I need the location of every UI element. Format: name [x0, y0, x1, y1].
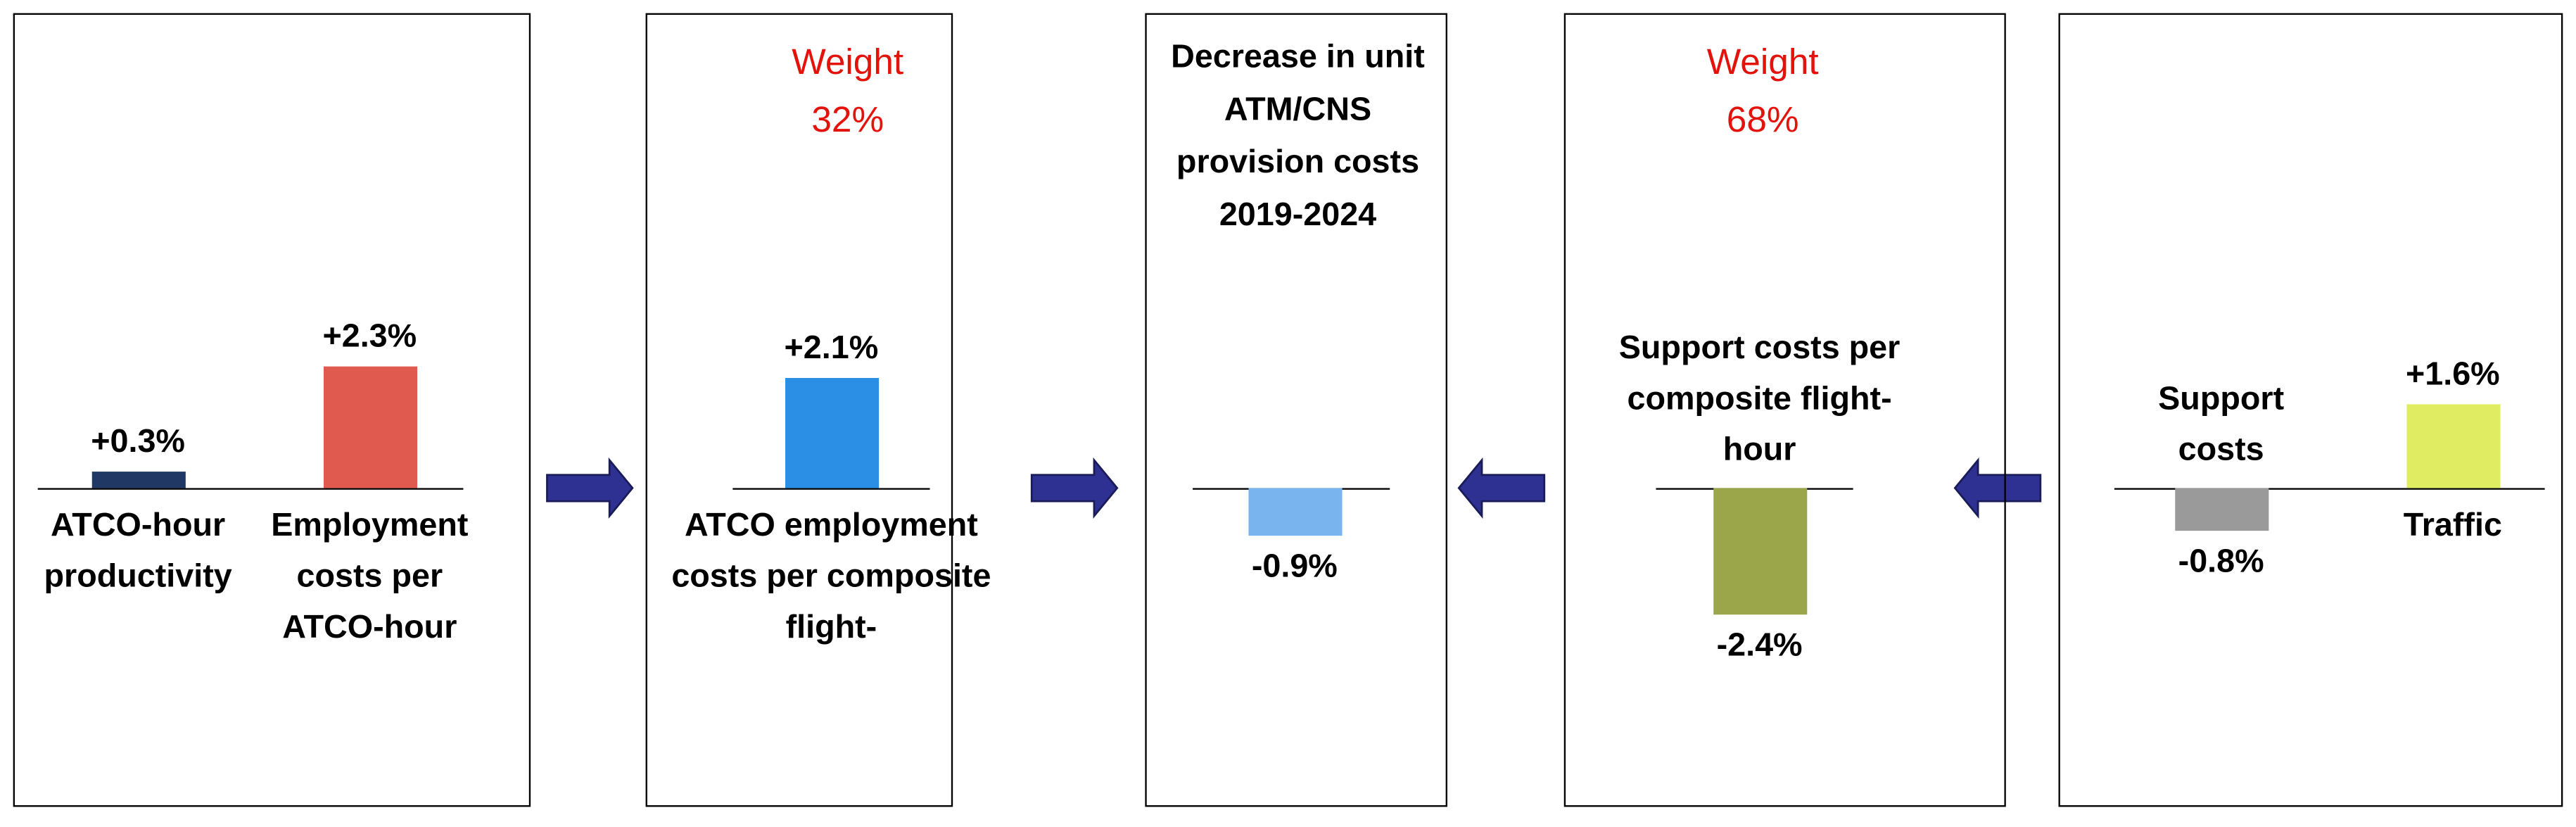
value-label: +1.6% [2405, 356, 2500, 393]
arrow-right [1030, 457, 1119, 519]
bar [323, 367, 418, 488]
arrow-left [1953, 457, 2042, 519]
value-label: -0.9% [1251, 548, 1338, 585]
bar [1713, 488, 1808, 614]
arrow-right [546, 457, 634, 519]
category-label: Support costs per composite flight-hour [1618, 330, 1901, 469]
bar [91, 472, 186, 488]
category-label: Support costs [2158, 381, 2285, 469]
arrow-left [1457, 457, 1546, 519]
panel [1145, 13, 1447, 807]
weight-annotation: Weight [792, 41, 904, 82]
category-label: ATCO employment costs per composite flig… [671, 507, 991, 646]
baseline [732, 488, 930, 491]
panel [13, 13, 531, 807]
category-label: Traffic [2403, 507, 2502, 544]
weight-annotation: Weight [1706, 41, 1819, 82]
bar [785, 377, 880, 488]
panel [645, 13, 953, 807]
bar [2175, 488, 2269, 531]
weight-annotation: 32% [811, 99, 884, 140]
category-label: Employment costs per ATCO-hour [271, 507, 469, 646]
panel-title: Decrease in unit ATM/CNS provision costs… [1171, 39, 1425, 234]
panel [2058, 13, 2563, 807]
panel [1563, 13, 2006, 807]
bar [2406, 403, 2501, 488]
value-label: +2.1% [784, 329, 879, 367]
baseline [37, 488, 464, 491]
weight-annotation: 68% [1726, 99, 1799, 140]
category-label: ATCO-hour productivity [44, 507, 232, 595]
value-label: -2.4% [1716, 627, 1803, 664]
baseline [2114, 488, 2545, 491]
bar [1248, 488, 1343, 536]
value-label: +2.3% [322, 319, 417, 356]
value-label: +0.3% [91, 424, 185, 461]
value-label: -0.8% [2178, 543, 2264, 580]
